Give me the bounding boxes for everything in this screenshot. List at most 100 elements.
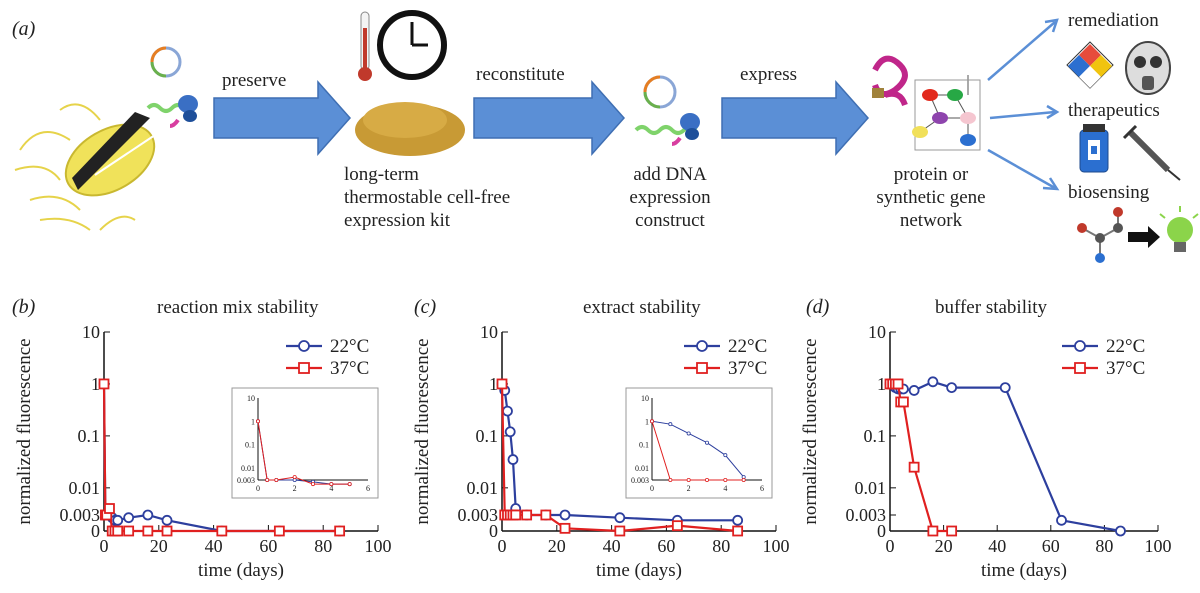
legend-label-22c: 22°C [330, 336, 369, 357]
arrow-express-icon [721, 80, 870, 156]
y-tick-label: 0 [877, 521, 886, 541]
inset-x-tick-label: 0 [256, 484, 260, 493]
inset-y-tick-label: 0.01 [635, 464, 649, 473]
inset-x-tick-label: 6 [366, 484, 370, 493]
clock-icon [377, 10, 447, 80]
data-point [946, 525, 958, 537]
inset-data-point [668, 477, 673, 482]
data-point [999, 382, 1011, 394]
data-point [334, 525, 346, 537]
data-point [507, 454, 519, 465]
inset-data-point [686, 431, 691, 436]
arrow-reconstitute-icon [473, 80, 626, 156]
data-point [927, 376, 939, 388]
molecule-icon [1077, 207, 1123, 263]
x-tick-label: 60 [259, 536, 277, 556]
inset-y-tick-label: 1 [251, 417, 255, 426]
data-point [908, 461, 920, 473]
legend-marker [696, 362, 708, 374]
dna-line-2: expression [629, 187, 711, 208]
inset-data-point [255, 419, 260, 424]
application-remediation: remediation [1068, 10, 1159, 31]
inset-data-point [741, 477, 746, 482]
x-tick-label: 80 [712, 536, 730, 556]
chart-b-title: reaction mix stability [157, 297, 319, 318]
inset-data-point [704, 477, 709, 482]
data-point [521, 509, 533, 521]
data-point [671, 520, 683, 532]
application-therapeutics: therapeutics [1068, 100, 1160, 121]
inset-x-tick-label: 0 [650, 484, 654, 493]
inset-data-point [704, 440, 709, 445]
legend-label-37c: 37°C [330, 358, 369, 379]
x-tick-label: 0 [498, 536, 507, 556]
network-description: protein or synthetic gene network [856, 163, 1006, 232]
data-point [892, 378, 904, 390]
chart-c-title: extract stability [583, 297, 701, 318]
powder-icon [355, 102, 465, 156]
x-axis-label: time (days) [981, 560, 1067, 581]
x-tick-label: 100 [1145, 536, 1172, 556]
data-point [614, 512, 626, 524]
thermometer-icon [358, 11, 372, 81]
x-tick-label: 0 [886, 536, 895, 556]
dna-description: add DNA expression construct [610, 163, 730, 232]
kit-line-2: thermostable cell-free [344, 187, 511, 208]
network-line-2: synthetic gene [876, 187, 986, 208]
dna-line-3: construct [635, 210, 705, 231]
branch-arrows-icon [987, 18, 1060, 191]
data-point [273, 525, 285, 537]
inset-data-point [668, 422, 673, 427]
kit-line-3: expression kit [344, 210, 451, 231]
x-tick-label: 40 [603, 536, 621, 556]
legend-marker [298, 340, 310, 352]
data-point [142, 509, 154, 521]
step-express-label: express [740, 64, 797, 85]
x-tick-label: 80 [1095, 536, 1113, 556]
inset-y-tick-label: 0.01 [241, 464, 255, 473]
network-line-1: protein or [893, 164, 969, 185]
data-point [161, 514, 173, 526]
gene-network-icon [912, 75, 981, 151]
inset-data-point [265, 477, 270, 482]
legend-label-22c: 22°C [728, 336, 767, 357]
panel-d-letter: (d) [806, 296, 830, 318]
data-point [732, 514, 744, 526]
legend-marker [696, 340, 708, 352]
inset-data-point [347, 482, 352, 487]
y-tick-label: 10 [82, 322, 100, 342]
y-tick-label: 10 [480, 322, 498, 342]
data-point [142, 525, 154, 537]
syringe-icon [1122, 124, 1181, 181]
y-tick-label: 0.1 [78, 426, 101, 446]
plasmid-icon [150, 46, 182, 78]
y-axis-label: normalized fluorescence [412, 338, 433, 524]
step-preserve-label: preserve [222, 70, 287, 91]
inset-data-point [686, 477, 691, 482]
dna-construct-icon [634, 75, 700, 146]
legend-label-37c: 37°C [728, 358, 767, 379]
data-point [614, 525, 626, 537]
step-reconstitute-label: reconstitute [476, 64, 565, 85]
legend-marker [1074, 362, 1086, 374]
hazard-sign-icon [1066, 41, 1114, 89]
data-point [123, 512, 135, 524]
x-tick-label: 20 [548, 536, 566, 556]
panel-a-letter: (a) [12, 18, 36, 40]
data-point [1056, 514, 1067, 526]
data-point [908, 385, 920, 396]
x-tick-label: 40 [205, 536, 223, 556]
y-tick-label: 10 [868, 322, 886, 342]
inset-data-point [649, 419, 654, 424]
inset-data-point [329, 482, 334, 487]
data-point [161, 525, 173, 537]
lightbulb-icon [1159, 206, 1199, 252]
x-tick-label: 40 [988, 536, 1006, 556]
x-tick-label: 80 [314, 536, 332, 556]
data-point [104, 503, 115, 514]
inset-y-tick-label: 0.1 [639, 441, 649, 450]
x-tick-label: 20 [150, 536, 168, 556]
data-point [540, 509, 552, 521]
y-tick-label: 1 [91, 374, 100, 394]
